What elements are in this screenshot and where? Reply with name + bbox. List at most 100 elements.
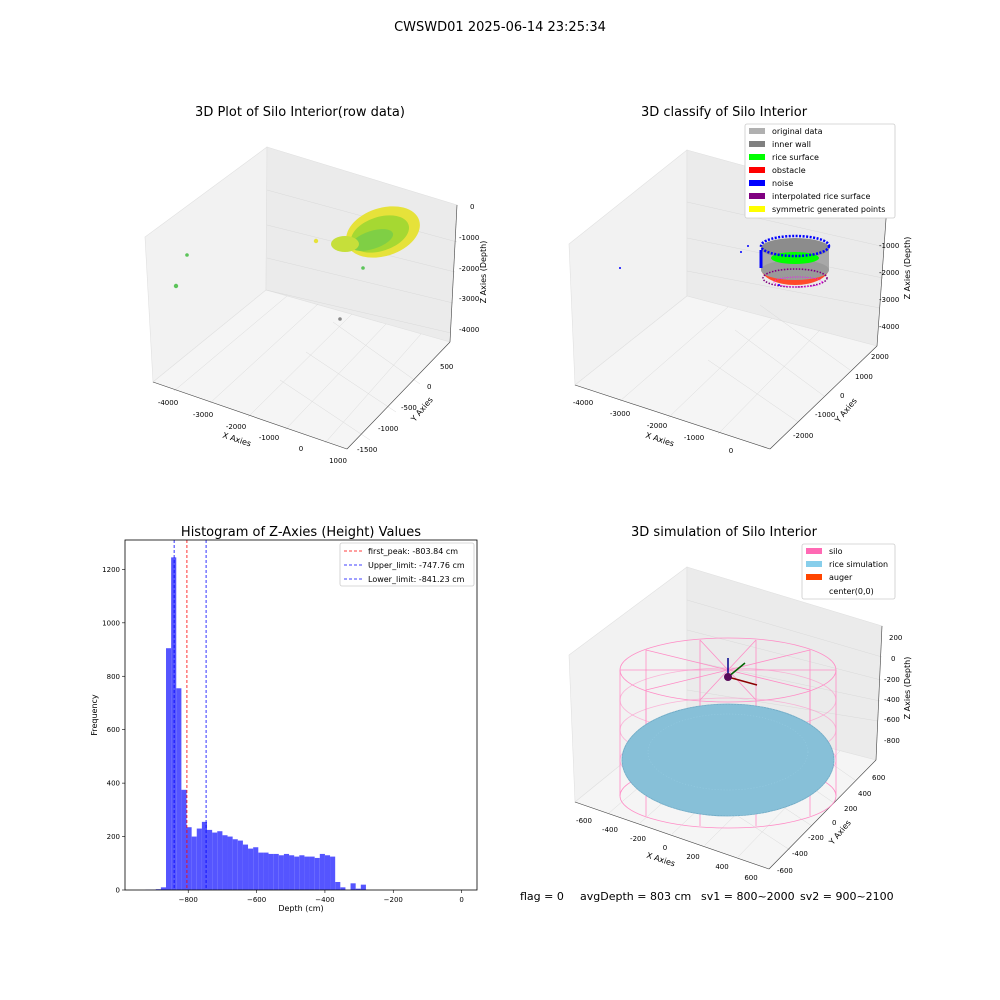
svg-text:-400: -400 (884, 696, 900, 704)
histogram-bar (278, 855, 284, 890)
legend-item-lower-limit: Lower_limit: -841.23 cm (344, 575, 465, 584)
svg-text:-600: -600 (884, 716, 900, 724)
histogram-bars (145, 557, 366, 890)
simulation-x-label: X Axies (645, 851, 676, 869)
legend-item-upper-limit: Upper_limit: -747.76 cm (344, 561, 465, 570)
svg-text:-2000: -2000 (879, 269, 899, 277)
svg-text:Upper_limit: -747.76 cm: Upper_limit: -747.76 cm (368, 561, 465, 570)
svg-text:-3000: -3000 (193, 411, 213, 419)
simulation-legend: silo rice simulation auger center(0,0) (801, 543, 896, 600)
panel-simulation: 3D simulation of Silo Interior (568, 525, 912, 882)
histogram-bar (355, 888, 361, 890)
svg-text:-200: -200 (808, 834, 824, 842)
svg-text:600: 600 (872, 774, 885, 782)
svg-text:0: 0 (470, 203, 474, 211)
svg-text:Lower_limit: -841.23 cm: Lower_limit: -841.23 cm (368, 575, 465, 584)
histogram-bar (360, 884, 366, 890)
histogram-bar (283, 853, 290, 890)
simulation-y-ticks: 600 400 200 0 -200 -400 -600 (777, 774, 885, 875)
svg-text:original data: original data (772, 127, 823, 136)
svg-text:-200: -200 (884, 676, 900, 684)
histogram-bar (330, 856, 336, 890)
raw-x-ticks: -4000 -3000 -2000 -1000 0 1000 (158, 399, 347, 465)
classify-point-cloud (619, 234, 831, 288)
svg-text:auger: auger (829, 573, 853, 582)
panel-histogram: Histogram of Z-Axies (Height) Values −80… (90, 525, 478, 913)
legend-item-obstacle: obstacle (749, 166, 806, 175)
svg-text:-1000: -1000 (815, 411, 835, 419)
svg-text:0: 0 (840, 392, 844, 400)
histogram-bar (268, 853, 274, 890)
svg-text:400: 400 (858, 790, 871, 798)
histogram-y-tick-label: 400 (107, 780, 120, 788)
svg-text:0: 0 (891, 655, 895, 663)
svg-text:1000: 1000 (329, 457, 347, 465)
histogram-bar (314, 857, 320, 890)
histogram-bar (248, 848, 254, 890)
svg-text:-400: -400 (602, 826, 618, 834)
svg-text:interpolated rice surface: interpolated rice surface (772, 192, 870, 201)
histogram-bar (319, 853, 325, 890)
histogram-bar (212, 832, 218, 890)
legend-item-first-peak: first_peak: -803.84 cm (344, 547, 458, 556)
histogram-bar (309, 856, 315, 890)
histogram-y-tick-label: 1200 (102, 566, 120, 574)
svg-text:-3000: -3000 (879, 296, 899, 304)
raw-point-cloud (173, 206, 420, 321)
histogram-bar (227, 836, 233, 890)
histogram-bar (289, 855, 295, 890)
histogram-bar (253, 847, 259, 890)
flag-status: flag = 0 (520, 890, 564, 903)
histogram-bar (196, 828, 202, 890)
simulation-z-ticks: 200 0 -200 -400 -600 -800 (884, 634, 902, 745)
rice-simulation-surface (621, 703, 835, 817)
svg-text:2000: 2000 (871, 353, 889, 361)
histogram-y-ticks: 0 200 400 600 800 1000 1200 (102, 566, 125, 895)
histogram-bar (258, 852, 264, 890)
histogram-x-tick-label: −200 (384, 896, 403, 904)
legend-item-noise: noise (749, 179, 793, 188)
histogram-x-tick-label: −600 (247, 896, 266, 904)
svg-text:inner wall: inner wall (772, 140, 811, 149)
histogram-x-ticks: −800 −600 −400 −200 0 (179, 890, 464, 904)
svg-text:-4000: -4000 (879, 323, 899, 331)
histogram-bar (176, 688, 182, 890)
svg-text:0: 0 (663, 844, 667, 852)
auger-and-center (724, 658, 758, 686)
figure-title: CWSWD01 2025-06-14 23:25:34 (394, 20, 606, 35)
svg-text:200: 200 (889, 634, 902, 642)
svg-text:0: 0 (729, 447, 733, 455)
histogram-bar (273, 853, 279, 890)
svg-text:0: 0 (832, 819, 836, 827)
histogram-y-tick-label: 800 (107, 673, 120, 681)
svg-text:-3000: -3000 (459, 295, 479, 303)
svg-text:obstacle: obstacle (772, 166, 806, 175)
svg-text:-1500: -1500 (357, 446, 377, 454)
classify-z-ticks: -1000 -2000 -3000 -4000 (879, 242, 899, 331)
svg-text:-1000: -1000 (378, 425, 398, 433)
legend-item-center: center(0,0) (829, 587, 874, 596)
legend-item-rice-surface: rice surface (749, 153, 819, 162)
simulation-plot-title: 3D simulation of Silo Interior (631, 525, 818, 540)
svg-text:-600: -600 (777, 867, 793, 875)
histogram-bar (299, 855, 305, 890)
svg-text:-3000: -3000 (610, 410, 630, 418)
histogram-title: Histogram of Z-Axies (Height) Values (181, 525, 421, 540)
histogram-bar (191, 836, 197, 890)
histogram-bar (294, 856, 300, 890)
histogram-bar (237, 840, 243, 890)
legend-item-silo: silo (806, 547, 843, 556)
histogram-bar (201, 821, 208, 890)
svg-text:0: 0 (427, 383, 431, 391)
histogram-y-tick-label: 600 (107, 726, 120, 734)
histogram-bar (186, 827, 192, 890)
histogram-bar (166, 648, 172, 890)
svg-text:first_peak: -803.84 cm: first_peak: -803.84 cm (368, 547, 458, 556)
svg-text:400: 400 (715, 863, 728, 871)
svg-text:-2000: -2000 (647, 422, 667, 430)
classify-z-label: Z Axies (Depth) (903, 237, 912, 300)
legend-item-inner-wall: inner wall (749, 140, 811, 149)
svg-text:-500: -500 (401, 404, 417, 412)
svg-text:200: 200 (686, 853, 699, 861)
histogram-x-tick-label: −400 (315, 896, 334, 904)
